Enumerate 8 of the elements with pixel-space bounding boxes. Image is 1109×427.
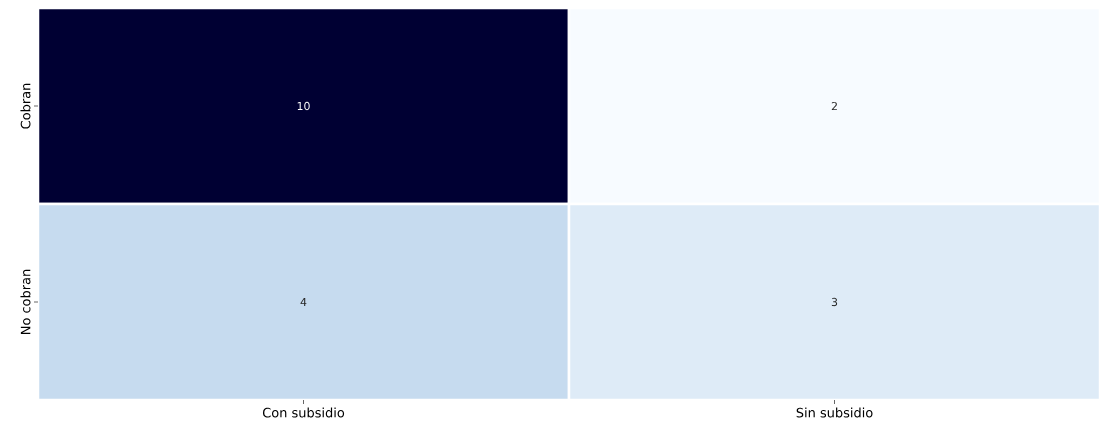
data-label: 2 <box>831 101 837 111</box>
data-label: 10 <box>297 101 310 111</box>
x-tick-label: Sin subsidio <box>796 407 873 418</box>
x-tick-label: Con subsidio <box>262 407 345 418</box>
y-tick-label: No cobran <box>20 269 31 334</box>
y-tick-label: Cobran <box>20 83 31 129</box>
data-label: 4 <box>300 298 307 306</box>
data-label: 3 <box>831 297 838 307</box>
